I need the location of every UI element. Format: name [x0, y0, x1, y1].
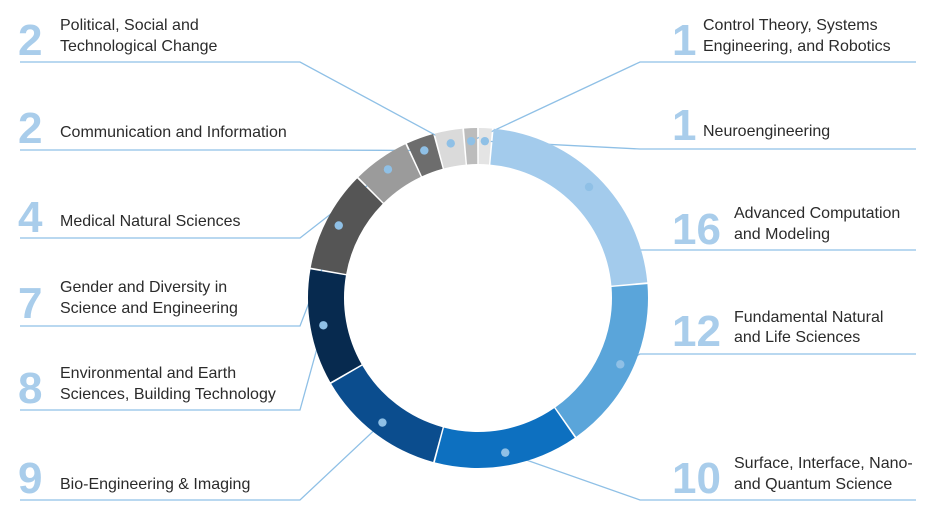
label-surface-interface-nano-and-quantum-science: Surface, Interface, Nano- — [734, 455, 913, 472]
slice-control-theory-systems-engineering-and-robotics — [464, 128, 478, 165]
label-medical-natural-sciences: Medical Natural Sciences — [60, 213, 241, 230]
label-bio-engineering-imaging: Bio-Engineering & Imaging — [60, 476, 250, 493]
leader-dot — [466, 136, 476, 146]
value-communication-and-information: 2 — [18, 104, 42, 153]
leader-line — [20, 61, 452, 144]
label-advanced-computation-and-modeling: Advanced Computation — [734, 205, 900, 222]
label-control-theory-systems-engineering-and-robotics: Control Theory, Systems — [703, 17, 878, 34]
leader-line — [470, 61, 916, 142]
value-surface-interface-nano-and-quantum-science: 10 — [672, 454, 721, 503]
label-environmental-and-earth-sciences-building-technology: Sciences, Building Technology — [60, 386, 276, 403]
value-gender-and-diversity-in-science-and-engineering: 7 — [18, 279, 42, 328]
slice-labels: 1 Neuroengineering 16 Advanced Computation a… — [18, 16, 913, 503]
label-gender-and-diversity-in-science-and-engineering: Science and Engineering — [60, 300, 238, 317]
label-neuroengineering: Neuroengineering — [703, 123, 830, 140]
value-advanced-computation-and-modeling: 16 — [672, 205, 721, 254]
leader-dot — [480, 136, 490, 146]
label-control-theory-systems-engineering-and-robotics: Engineering, and Robotics — [703, 38, 891, 55]
donut-slices — [308, 128, 648, 468]
slice-bio-engineering-imaging — [331, 365, 443, 462]
leader-line — [505, 452, 916, 501]
leader-dot — [420, 146, 429, 155]
value-bio-engineering-imaging: 9 — [18, 454, 42, 503]
label-fundamental-natural-and-life-sciences: and Life Sciences — [734, 329, 860, 346]
slice-medical-natural-sciences — [358, 144, 421, 203]
value-medical-natural-sciences: 4 — [18, 193, 43, 242]
label-gender-and-diversity-in-science-and-engineering: Gender and Diversity in — [60, 279, 227, 296]
value-fundamental-natural-and-life-sciences: 12 — [672, 307, 721, 356]
slice-communication-and-information — [406, 134, 443, 177]
label-political-social-and-technological-change: Technological Change — [60, 38, 218, 55]
slice-fundamental-natural-and-life-sciences — [555, 284, 648, 437]
value-political-social-and-technological-change: 2 — [18, 16, 42, 65]
leader-dot — [584, 182, 594, 192]
slice-neuroengineering — [478, 128, 492, 165]
leader-line — [20, 422, 383, 501]
leader-dot — [319, 321, 328, 330]
leader-line — [20, 325, 325, 411]
label-communication-and-information: Communication and Information — [60, 124, 287, 141]
slice-environmental-and-earth-sciences-building-technology — [308, 269, 362, 383]
value-neuroengineering: 1 — [672, 101, 696, 150]
slice-political-social-and-technological-change — [434, 128, 466, 169]
label-surface-interface-nano-and-quantum-science: and Quantum Science — [734, 476, 892, 493]
leader-line — [619, 353, 916, 365]
leader-dot — [616, 360, 625, 369]
leader-dot — [446, 139, 455, 148]
slice-surface-interface-nano-and-quantum-science — [434, 408, 575, 468]
leader-dot — [501, 448, 510, 457]
leader-dot — [378, 418, 387, 427]
label-environmental-and-earth-sciences-building-technology: Environmental and Earth — [60, 365, 236, 382]
value-environmental-and-earth-sciences-building-technology: 8 — [18, 364, 42, 413]
slice-gender-and-diversity-in-science-and-engineering — [310, 178, 383, 275]
slice-advanced-computation-and-modeling — [490, 128, 648, 286]
label-advanced-computation-and-modeling: and Modeling — [734, 226, 830, 243]
label-political-social-and-technological-change: Political, Social and — [60, 17, 199, 34]
leader-dot — [334, 221, 343, 230]
label-fundamental-natural-and-life-sciences: Fundamental Natural — [734, 309, 883, 326]
value-control-theory-systems-engineering-and-robotics: 1 — [672, 16, 696, 65]
leader-dot — [383, 165, 393, 174]
